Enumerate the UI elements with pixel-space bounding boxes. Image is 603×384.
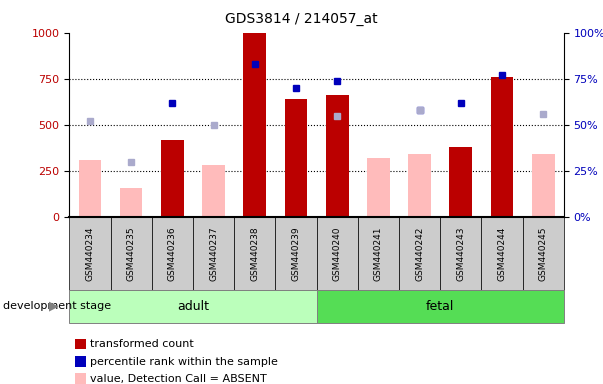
Text: transformed count: transformed count (90, 339, 194, 349)
Bar (408, 154, 431, 217)
Text: ▶: ▶ (49, 300, 59, 313)
Bar (285, 99, 308, 217)
Text: GSM440240: GSM440240 (333, 226, 342, 281)
Text: GSM440242: GSM440242 (415, 226, 424, 281)
Text: GSM440238: GSM440238 (250, 226, 259, 281)
Bar (532, 154, 555, 217)
Text: percentile rank within the sample: percentile rank within the sample (90, 357, 279, 367)
Text: GSM440243: GSM440243 (456, 226, 466, 281)
Text: value, Detection Call = ABSENT: value, Detection Call = ABSENT (90, 374, 267, 384)
Text: fetal: fetal (426, 300, 455, 313)
Text: development stage: development stage (3, 301, 115, 311)
Bar (326, 95, 349, 217)
Bar (491, 77, 513, 217)
Text: GSM440234: GSM440234 (86, 226, 95, 281)
Bar (120, 189, 142, 217)
Text: GSM440237: GSM440237 (209, 226, 218, 281)
Text: GSM440245: GSM440245 (538, 226, 548, 281)
Text: GSM440241: GSM440241 (374, 226, 383, 281)
Bar (78, 160, 101, 217)
Bar (449, 147, 472, 217)
Bar (367, 158, 390, 217)
Text: adult: adult (177, 300, 209, 313)
Text: GSM440235: GSM440235 (127, 226, 136, 281)
Text: GSM440239: GSM440239 (291, 226, 300, 281)
Text: GSM440236: GSM440236 (168, 226, 177, 281)
Bar (161, 139, 184, 217)
Text: GDS3814 / 214057_at: GDS3814 / 214057_at (225, 12, 378, 25)
Text: GSM440244: GSM440244 (497, 226, 507, 281)
Bar (202, 166, 225, 217)
Bar (244, 33, 266, 217)
